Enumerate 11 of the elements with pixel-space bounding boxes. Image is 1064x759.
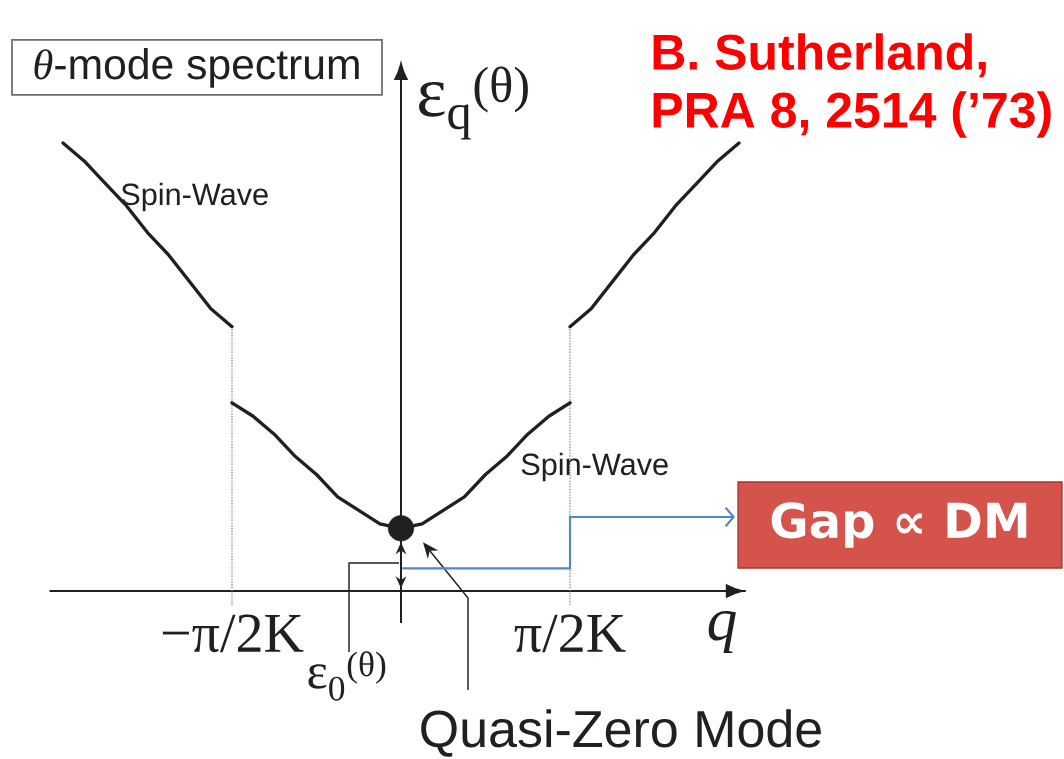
annotation: Spin-Wave: [521, 452, 668, 482]
annotation: Spin-Wave: [121, 182, 268, 212]
text: Gap ∝ DM: [771, 502, 1027, 548]
text: Quasi-Zero Mode: [421, 709, 821, 757]
x-axis-title: q: [708, 611, 736, 654]
y-axis-title: ε$_{q}$$^{(θ)}$: [419, 66, 528, 140]
chart-title: θ-mode spectrum: [34, 48, 359, 88]
text: B. Sutherland, PRA 8, 2514 (’73): [653, 33, 1051, 138]
x-tick-label: π/2K: [514, 614, 626, 653]
text: ε$_{0}$(θ): [308, 651, 386, 701]
x-tick-label: −π/2K: [162, 614, 304, 653]
